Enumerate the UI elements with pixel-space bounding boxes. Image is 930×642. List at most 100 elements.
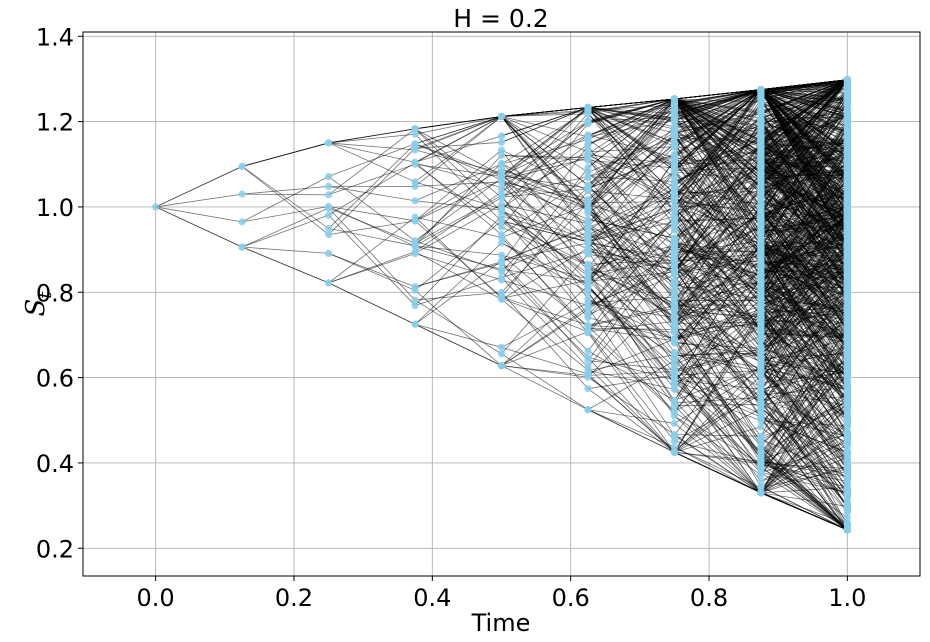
tree-node [843, 204, 851, 212]
path-segment [674, 269, 762, 306]
tree-node [324, 191, 333, 199]
tree-node [843, 229, 851, 237]
path-segment [760, 468, 848, 489]
path-segment [328, 163, 416, 196]
path-segment [501, 253, 589, 355]
path-segment [760, 323, 848, 463]
path-segment [587, 261, 675, 274]
path-segment [674, 369, 762, 424]
path-segment [674, 125, 762, 267]
tree-node [324, 224, 333, 233]
y-tick-label: 1.2 [36, 109, 74, 137]
tree-node [670, 195, 679, 203]
path-segment [674, 193, 762, 252]
path-segment [760, 188, 848, 256]
path-segment [760, 208, 848, 278]
tree-node [757, 131, 765, 139]
path-segment [674, 187, 762, 251]
path-segment [674, 244, 761, 263]
path-segment [674, 379, 762, 418]
path-segment [587, 302, 675, 319]
path-segment [587, 98, 675, 140]
path-segment [760, 136, 848, 228]
path-segment [674, 394, 762, 442]
path-segment [587, 251, 675, 385]
path-segment [587, 98, 675, 113]
path-segment [501, 297, 589, 333]
tree-node [843, 441, 851, 449]
path-segment [414, 128, 502, 198]
tree-node [411, 283, 419, 291]
tree-node [843, 159, 851, 167]
tree-node [324, 231, 333, 239]
path-segment [328, 206, 416, 222]
path-segment [414, 143, 502, 177]
path-segment [674, 223, 762, 281]
tree-node [411, 320, 419, 328]
path-segment [414, 215, 502, 306]
tree-node [670, 396, 679, 404]
path-segment [587, 133, 675, 250]
tree-node [670, 304, 679, 312]
tree-node [757, 264, 765, 272]
path-segment [674, 347, 762, 384]
tree-node [411, 130, 419, 138]
path-segment [414, 116, 502, 135]
path-segment [760, 407, 848, 480]
path-segment [501, 237, 589, 329]
tree-node [843, 343, 851, 351]
path-segment [760, 152, 848, 276]
y-axis-label-sub: t [35, 291, 56, 299]
path-segment [674, 415, 762, 476]
x-tick-label: 0.4 [413, 584, 451, 612]
tree-node [670, 431, 679, 440]
y-tick-label: 1.4 [36, 23, 74, 51]
path-segment [674, 146, 761, 155]
path-segment [674, 273, 761, 286]
path-segment [760, 389, 848, 494]
path-segment [674, 91, 762, 202]
path-segment [674, 323, 761, 331]
path-segment [760, 79, 848, 90]
tree-node [670, 102, 679, 110]
path-segment [760, 89, 848, 200]
path-segment [414, 253, 502, 281]
path-segment [587, 113, 675, 202]
path-segment [414, 216, 502, 238]
tree-node [757, 144, 765, 152]
tree-node [843, 134, 851, 143]
tree-node [757, 443, 765, 451]
path-segment [674, 266, 762, 409]
path-segment [501, 116, 589, 202]
path-segment [674, 91, 762, 136]
path-segment [587, 206, 675, 243]
path-segment [760, 254, 848, 371]
path-segment [674, 216, 762, 244]
tree-node [411, 125, 419, 133]
path-segment [760, 339, 848, 418]
path-segment [241, 142, 329, 167]
path-segment [587, 145, 675, 269]
path-segment [587, 104, 675, 189]
path-segment [241, 166, 329, 229]
path-segment [501, 176, 589, 196]
path-segment [587, 356, 675, 381]
tree-node [497, 132, 506, 140]
path-segment [501, 181, 589, 220]
path-segment [501, 167, 589, 281]
tree-node [670, 218, 679, 226]
path-segment [760, 131, 848, 148]
tree-node [757, 484, 765, 492]
path-segment [674, 350, 761, 371]
path-segment [587, 327, 675, 342]
path-segment [760, 79, 848, 100]
path-segment [414, 260, 502, 325]
tree-node [843, 221, 851, 229]
tree-node [584, 269, 592, 278]
path-segment [587, 157, 675, 202]
path-segment [760, 492, 848, 531]
tree-node [670, 363, 679, 371]
path-segment [760, 463, 848, 495]
tree-node [411, 197, 419, 205]
tree-node [584, 154, 592, 162]
